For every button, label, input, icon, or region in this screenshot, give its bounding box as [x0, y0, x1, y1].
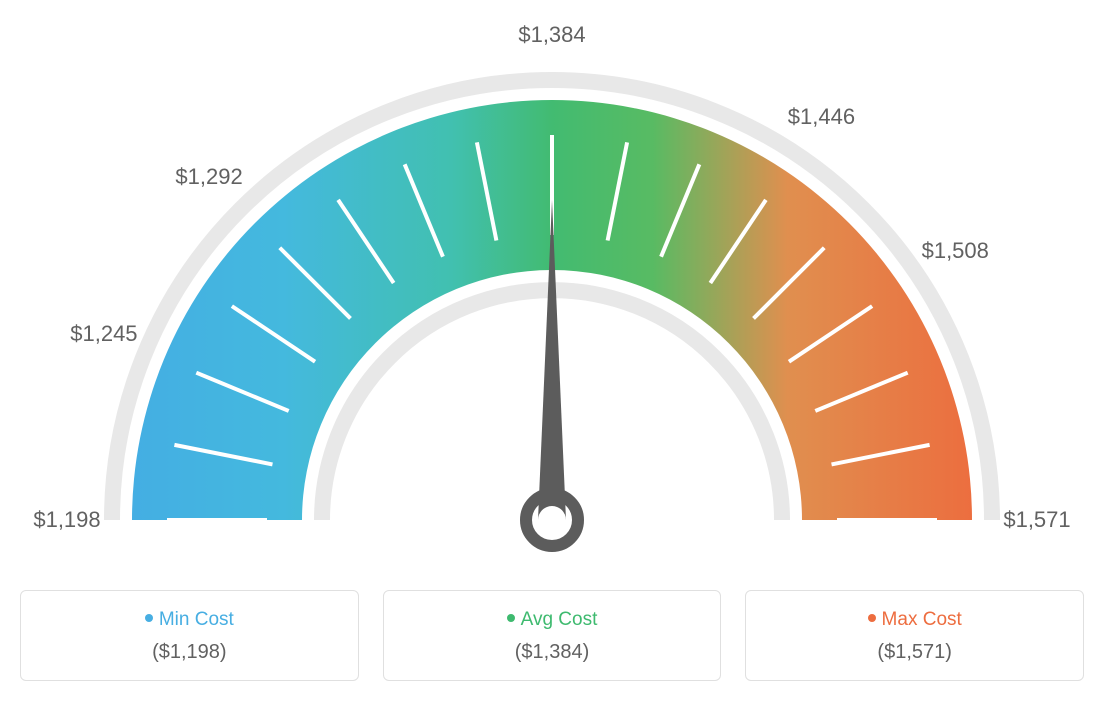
gauge-svg [20, 20, 1084, 560]
legend-dot-icon [507, 614, 515, 622]
legend-title-text: Max Cost [882, 609, 962, 630]
legend-value: ($1,198) [31, 641, 348, 664]
gauge-tick-label: $1,446 [788, 104, 855, 130]
legend-dot-icon [145, 614, 153, 622]
gauge-tick-label: $1,292 [175, 164, 242, 190]
gauge-tick-label: $1,571 [1003, 507, 1070, 533]
legend-card: Max Cost ($1,571) [745, 590, 1084, 681]
legend-card: Avg Cost ($1,384) [383, 590, 722, 681]
legend-row: Min Cost ($1,198) Avg Cost ($1,384) Max Cost… [20, 590, 1084, 681]
legend-title-text: Avg Cost [521, 609, 598, 630]
gauge-tick-label: $1,198 [33, 507, 100, 533]
gauge-tick-label: $1,508 [922, 238, 989, 264]
legend-title: Min Cost [31, 609, 348, 631]
legend-title: Max Cost [756, 609, 1073, 631]
gauge-container: $1,198 $1,245 $1,292 $1,384 $1,446 $1,508 $1,5… [20, 20, 1084, 570]
legend-dot-icon [868, 614, 876, 622]
legend-title: Avg Cost [394, 609, 711, 631]
legend-title-text: Min Cost [159, 609, 234, 630]
legend-value: ($1,571) [756, 641, 1073, 664]
gauge-tick-label: $1,384 [518, 22, 585, 48]
legend-value: ($1,384) [394, 641, 711, 664]
legend-card: Min Cost ($1,198) [20, 590, 359, 681]
gauge-needle-hub-inner [538, 506, 566, 534]
gauge-tick-label: $1,245 [70, 321, 137, 347]
